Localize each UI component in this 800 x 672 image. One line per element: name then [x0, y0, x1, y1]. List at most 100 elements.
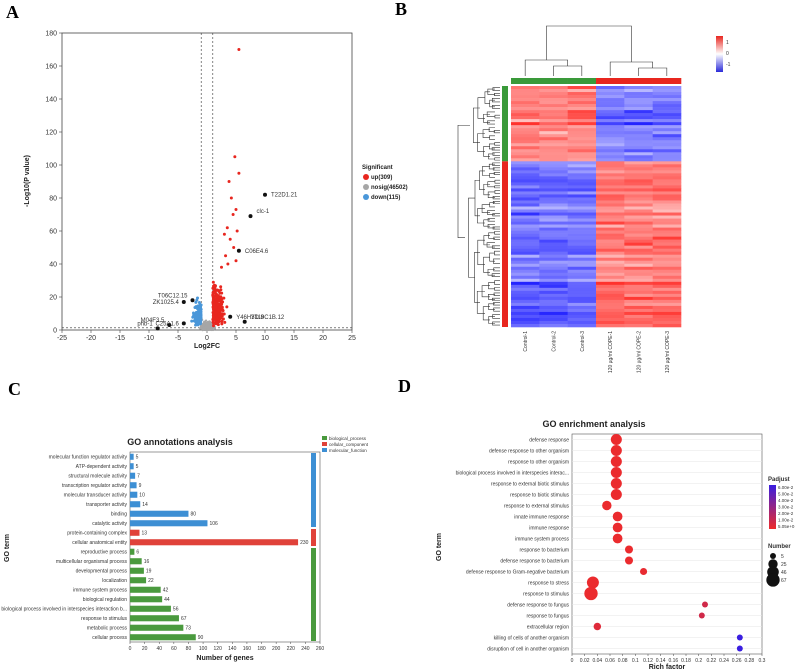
heatmap-cell: [624, 257, 653, 262]
heatmap-cell: [596, 188, 625, 192]
volcano-legend-label: up(309): [371, 175, 392, 181]
heatmap-cell: [539, 215, 568, 219]
heatmap-cell: [596, 281, 625, 286]
heatmap-cell: [567, 308, 597, 313]
labeled-gene-point: [190, 298, 195, 303]
go-bar: [130, 510, 189, 517]
gene-group-cell: [502, 86, 508, 162]
go-category-label: protein-containing complex: [67, 530, 127, 536]
heatmap-sample-label: 120 μg/ml COPE-3: [665, 331, 671, 373]
row-dendrogram-branch: [494, 185, 500, 189]
heatmap-cell: [567, 119, 597, 123]
heatmap-cell: [624, 251, 653, 255]
heatmap-cell: [539, 119, 568, 123]
heatmap-cell: [539, 98, 568, 102]
volcano-xtick-label: 5: [234, 335, 238, 342]
go-xtick-label: 20: [142, 646, 148, 652]
heatmap-cell: [624, 200, 653, 204]
row-dendrogram-branch: [494, 114, 500, 119]
heatmap-cell: [511, 110, 540, 114]
heatmap-cell: [596, 152, 625, 156]
go-legend-swatch: [322, 442, 327, 446]
sample-group-cell: [539, 78, 568, 84]
heatmap-cell: [596, 134, 625, 138]
go-bar: [130, 501, 141, 508]
heatmap-cell: [652, 239, 682, 243]
padjust-tick-label: 1.00e-2: [778, 518, 794, 523]
heatmap-cell: [567, 167, 597, 171]
heatmap-cell: [596, 113, 625, 117]
up-point: [224, 254, 228, 258]
go-bar: [130, 520, 208, 527]
heatmap-cell: [511, 188, 540, 192]
heatmap-cell: [511, 212, 540, 216]
heatmap-cell: [511, 152, 540, 156]
heatmap-cell: [567, 245, 597, 249]
heatmap-cell: [567, 209, 597, 213]
heatmap-cell: [596, 218, 625, 222]
heatmap-cell: [596, 257, 625, 262]
enr-category-label: response to fungus: [526, 614, 569, 620]
labeled-gene-point: [181, 321, 186, 326]
volcano-xtick-label: 0: [205, 335, 209, 342]
heatmap-cell: [511, 95, 540, 99]
up-point: [215, 288, 219, 292]
heatmap-cell: [511, 176, 540, 180]
down-point: [195, 311, 199, 315]
volcano-ytick-label: 40: [49, 262, 57, 269]
heatmap-cell: [596, 284, 625, 289]
heatmap-cell: [596, 302, 625, 307]
heatmap-cell: [539, 161, 568, 165]
sample-group-cell: [596, 78, 625, 84]
heatmap-cell: [539, 200, 568, 204]
up-point: [232, 246, 236, 249]
go-category-label: immune system process: [73, 587, 127, 593]
heatmap-cell: [652, 131, 682, 135]
heatmap-cell: [596, 110, 625, 114]
heatmap-cell: [596, 86, 625, 90]
up-point: [220, 302, 224, 306]
heatmap-cell: [511, 134, 540, 138]
volcano-legend-swatch: [363, 174, 369, 180]
row-dendrogram-branch: [473, 107, 480, 143]
heatmap-cell: [511, 236, 540, 240]
down-point: [191, 315, 195, 319]
heatmap-cell: [567, 146, 597, 150]
heatmap-cell: [652, 89, 682, 93]
heatmap-cell: [567, 158, 597, 162]
heatmap-cell: [567, 323, 597, 328]
heatmap-cell: [624, 260, 653, 265]
heatmap-cell: [511, 116, 540, 120]
heatmap-cell: [652, 272, 682, 277]
heatmap-cell: [539, 155, 568, 159]
heatmap-cell: [596, 269, 625, 274]
go-annotations-xlabel: Number of genes: [196, 655, 253, 662]
heatmap-cell: [596, 137, 625, 141]
heatmap-cell: [539, 284, 568, 289]
padjust-legend-title: Padjust: [768, 477, 790, 483]
heatmap-cell: [567, 227, 597, 231]
up-point: [220, 322, 224, 326]
nosig-point: [204, 326, 208, 329]
heatmap-cell: [539, 131, 568, 135]
heatmap-cell: [624, 116, 653, 120]
go-bar: [130, 539, 299, 546]
heatmap-cell: [539, 293, 568, 298]
labeled-gene-name: C06E4.6: [245, 249, 269, 255]
go-bar: [130, 596, 163, 603]
heatmap-cell: [652, 314, 682, 319]
heatmap-cell: [539, 167, 568, 171]
volcano-ytick-label: 180: [45, 31, 57, 38]
go-xtick-label: 80: [186, 646, 192, 652]
heatmap-cell: [539, 101, 568, 105]
go-category-label: biological process involved in interspec…: [1, 606, 127, 612]
heatmap-cell: [652, 161, 682, 165]
dendrogram-branch: [546, 25, 632, 62]
volcano-ytick-label: 100: [45, 163, 57, 170]
go-enrichment-chart: GO enrichment analysis defense response d…: [436, 419, 795, 671]
heatmap-cell: [652, 242, 682, 246]
heatmap-cell: [624, 287, 653, 292]
heatmap-cell: [596, 98, 625, 102]
heatmap-cell: [596, 293, 625, 298]
labeled-gene-name: Y119C1B.12: [251, 315, 285, 321]
